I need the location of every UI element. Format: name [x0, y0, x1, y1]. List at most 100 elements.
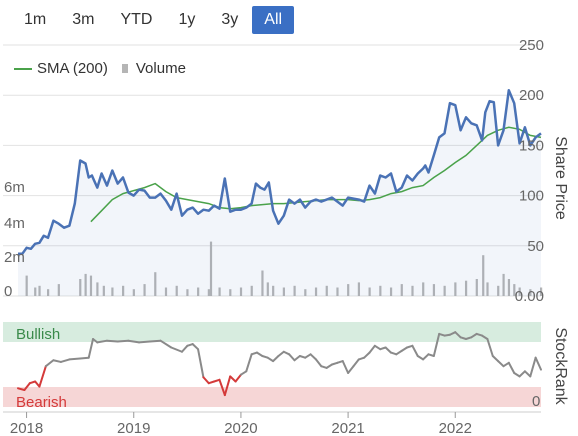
volume-bar [314, 287, 318, 296]
stockrank-segment [341, 360, 350, 374]
stockrank-segment [79, 356, 90, 360]
volume-tick-label: 0 [4, 283, 12, 300]
stockrank-segment [127, 339, 141, 344]
stockrank-segment [239, 370, 248, 376]
stockrank-segment [363, 351, 371, 359]
stockrank-segment [502, 361, 510, 368]
stockrank-segment [255, 351, 264, 357]
range-button-ytd[interactable]: YTD [108, 6, 164, 34]
volume-tick-label: 4m [4, 215, 25, 232]
volume-bar [186, 289, 189, 296]
volume-bar [175, 285, 178, 296]
stockrank-segment [148, 339, 162, 343]
stockrank-segment [277, 350, 285, 357]
x-tick-label: 2021 [331, 420, 364, 436]
volume-tick-label: 6m [4, 179, 25, 196]
volume-bar [266, 282, 269, 296]
volume-bar [250, 285, 253, 296]
stockrank-segment [422, 353, 430, 361]
volume-bar [529, 289, 532, 296]
stockrank-segment [288, 353, 296, 362]
stockrank-segment [416, 355, 425, 361]
volume-bar [502, 273, 505, 296]
stockrank-segment [229, 375, 237, 383]
volume-bar [89, 275, 93, 296]
range-selector: 1m 3m YTD 1y 3y All [12, 6, 296, 34]
volume-bar [347, 284, 350, 296]
volume-bar [25, 275, 28, 296]
range-button-3m[interactable]: 3m [60, 6, 106, 34]
stockrank-segment [513, 372, 521, 378]
volume-bar [209, 241, 213, 296]
volume-bar [389, 287, 393, 296]
bearish-label: Bearish [16, 394, 67, 411]
stockrank-segment [534, 356, 542, 371]
volume-bar [207, 289, 210, 296]
x-tick-label: 2022 [439, 420, 472, 436]
volume-bar [197, 287, 200, 296]
stockrank-segment [170, 346, 183, 353]
volume-bar [34, 287, 37, 296]
volume-bar [84, 273, 87, 296]
volume-bar [443, 285, 446, 296]
volume-bar [47, 289, 50, 296]
x-tick-label: 2020 [224, 420, 257, 436]
volume-bar [79, 279, 82, 296]
stockrank-segment [272, 355, 280, 363]
stockrank-segment [138, 340, 151, 344]
range-button-all[interactable]: All [252, 6, 295, 34]
volume-bar [432, 284, 436, 296]
stockrank-segment [507, 361, 516, 374]
volume-bar [486, 282, 489, 296]
volume-bar [482, 255, 485, 296]
volume-bar [282, 287, 285, 296]
stockrank-segment [529, 356, 537, 378]
volume-bar [357, 282, 361, 296]
stockrank-line [17, 331, 542, 397]
stockrank-segment [347, 365, 355, 374]
stockrank-segment [384, 346, 392, 354]
stockrank-segment [373, 344, 382, 351]
volume-bar [368, 287, 371, 296]
volume-bar [122, 285, 125, 296]
stockrank-segment [432, 332, 441, 357]
volume-bar [336, 287, 339, 296]
sma-legend-label[interactable]: SMA (200) [37, 60, 108, 77]
range-button-1m[interactable]: 1m [12, 6, 58, 34]
stockrank-segment [518, 370, 526, 378]
stockrank-zero-label: 0 [532, 393, 540, 410]
bearish-band [3, 387, 541, 407]
stockrank-segment [325, 363, 334, 369]
stockrank-segment [23, 382, 31, 391]
volume-bar [261, 270, 264, 296]
range-button-1y[interactable]: 1y [166, 6, 207, 34]
stockrank-segment [245, 353, 253, 373]
right-axis-ticks: 0.00 50 100 150 200 250 [515, 37, 544, 305]
y-tick-label: 50 [527, 238, 544, 255]
volume-bar [154, 272, 157, 296]
y-tick-label: 100 [519, 188, 544, 205]
y-axis-title: Share Price [552, 136, 569, 220]
volume-bar [411, 285, 414, 296]
y-tick-label: 150 [519, 137, 544, 154]
stockrank-segment [59, 358, 71, 363]
volume-bar [164, 287, 168, 296]
stockrank-segment [159, 339, 173, 349]
stockrank-segment [44, 359, 55, 368]
x-axis-ticks: 2018 2019 2020 2021 2022 [3, 411, 541, 436]
stockrank-segment [411, 344, 419, 357]
stockrank-segment [400, 346, 409, 352]
chart-legend: SMA (200) Volume [14, 60, 186, 77]
price-area-fill [18, 90, 541, 296]
volume-tick-label: 2m [4, 249, 25, 266]
range-button-3y[interactable]: 3y [209, 6, 250, 34]
volume-bars [25, 241, 543, 296]
volume-bar [422, 282, 425, 296]
volume-legend-label[interactable]: Volume [135, 60, 186, 77]
volume-bar [57, 284, 60, 296]
volume-bar [475, 279, 478, 296]
volume-bar [132, 289, 135, 296]
bullish-band [3, 322, 541, 342]
stockrank-segment [309, 353, 317, 361]
volume-bar [497, 285, 500, 296]
